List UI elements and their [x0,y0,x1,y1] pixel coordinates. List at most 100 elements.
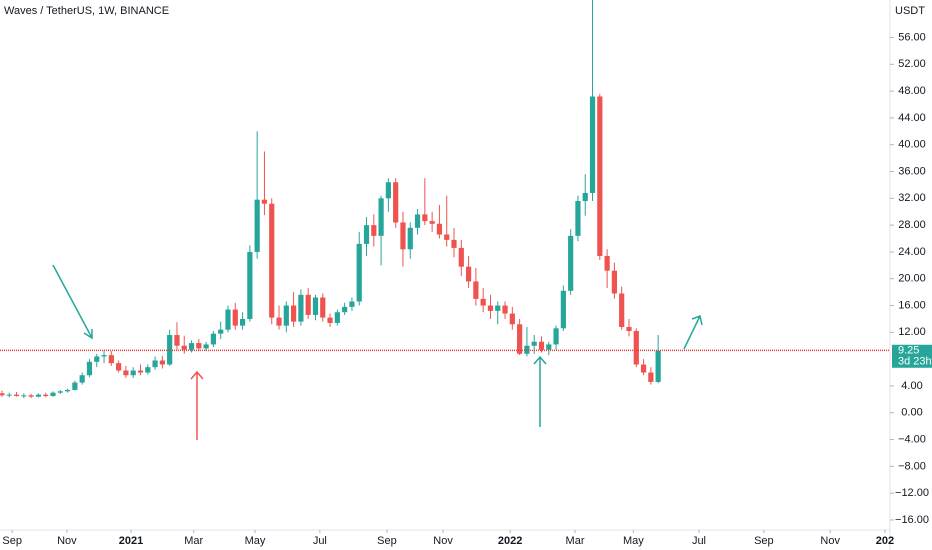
axes: 56.00 52.00 48.00 44.00 40.00 36.00 32.00 28.00… [2,31,932,547]
candle-body [94,356,100,362]
candle-body [50,392,56,396]
candle-body [152,360,158,368]
candle-body [145,367,151,373]
arrow [52,264,93,339]
candle-body [269,203,275,318]
candle-body [239,318,246,326]
x-tick-label: Sep [754,535,774,547]
arrow-head [691,314,703,326]
candle-body [553,328,559,345]
candle-body [232,309,238,326]
y-tick-label: 40.00 [898,139,926,151]
candle-body [502,305,508,314]
candle-body [247,251,253,319]
x-tick-label: Mar [184,535,203,547]
candle-body [298,294,304,322]
x-tick-label: Mar [566,535,585,547]
candle-body [393,182,399,223]
candle-body [6,394,12,396]
candle-body [320,297,326,318]
candle-body [407,227,413,250]
candle-body [560,290,566,329]
y-tick-label: −12.00 [895,487,929,499]
x-tick-label: May [623,535,644,547]
candle-body [356,243,362,302]
time-axis [0,530,890,550]
candle-body [86,361,93,376]
candle-body [589,96,596,193]
y-tick-label: 4.00 [901,380,922,392]
x-tick-label: Nov [57,535,77,547]
annotations [52,264,703,440]
x-tick-label: Sep [377,535,397,547]
candle-body [225,309,231,330]
candle-body [414,214,421,228]
y-tick-label: −16.00 [895,514,929,526]
candle-body [312,297,319,315]
y-tick-label: 28.00 [898,219,926,231]
x-tick-label: Nov [433,535,453,547]
y-tick-label: 20.00 [898,273,926,285]
candle-body [64,389,71,392]
y-tick-label: 48.00 [898,85,926,97]
candle-body [79,375,85,383]
candle-body [203,344,209,349]
y-tick-label: 44.00 [898,112,926,124]
candle-body [305,294,311,315]
candle-body [210,333,217,345]
candle-body [597,96,603,256]
candle-body [72,382,78,390]
candle-body [283,305,289,326]
candle-body [422,214,428,222]
candle-body [43,394,49,396]
candle-body [582,192,588,202]
candle-body [400,222,406,250]
candle-body [655,350,661,382]
candle-body [13,394,20,396]
candle-body [429,221,435,224]
countdown-label: 3d 23h [898,356,932,368]
candle-body [276,317,282,326]
candle-body [465,266,472,282]
x-tick-label: May [245,535,266,547]
candle-body [640,364,647,373]
candle-body [188,343,195,350]
arrow [683,315,701,350]
chart-title: Waves / TetherUS, 1W, BINANCE [4,5,169,17]
candle-body [167,335,173,365]
candle-body [531,341,537,346]
candle-body [28,395,34,397]
price-axis [890,0,932,550]
candle-body [342,306,348,313]
candle-body [116,363,122,371]
candle-body [487,305,494,311]
arrow-head [190,370,204,380]
candle-body [546,344,552,350]
candle-body [174,335,180,346]
candle-body [480,298,486,306]
price-label: 9.25 [898,345,919,357]
candle-body [137,370,144,373]
candle-body [130,370,136,376]
y-tick-label: −4.00 [898,433,926,445]
candle-body [509,313,515,325]
candle-body [633,330,639,365]
candle-body [619,293,625,327]
y-tick-label: 12.00 [898,326,926,338]
candle-body [196,343,202,349]
candle-body [378,198,384,236]
candle-body [123,370,129,376]
y-tick-label: 56.00 [898,31,926,43]
candle-body [108,355,114,364]
y-tick-label: 0.00 [901,407,922,419]
candle-body [473,281,479,299]
candle-body [436,223,443,235]
candle-body [291,305,297,322]
candle-body [218,329,224,334]
candle-body [604,255,610,271]
candle-body [21,395,27,397]
candle-body [254,199,260,252]
x-tick-label: 202 [876,535,894,547]
candle-body [626,326,632,331]
